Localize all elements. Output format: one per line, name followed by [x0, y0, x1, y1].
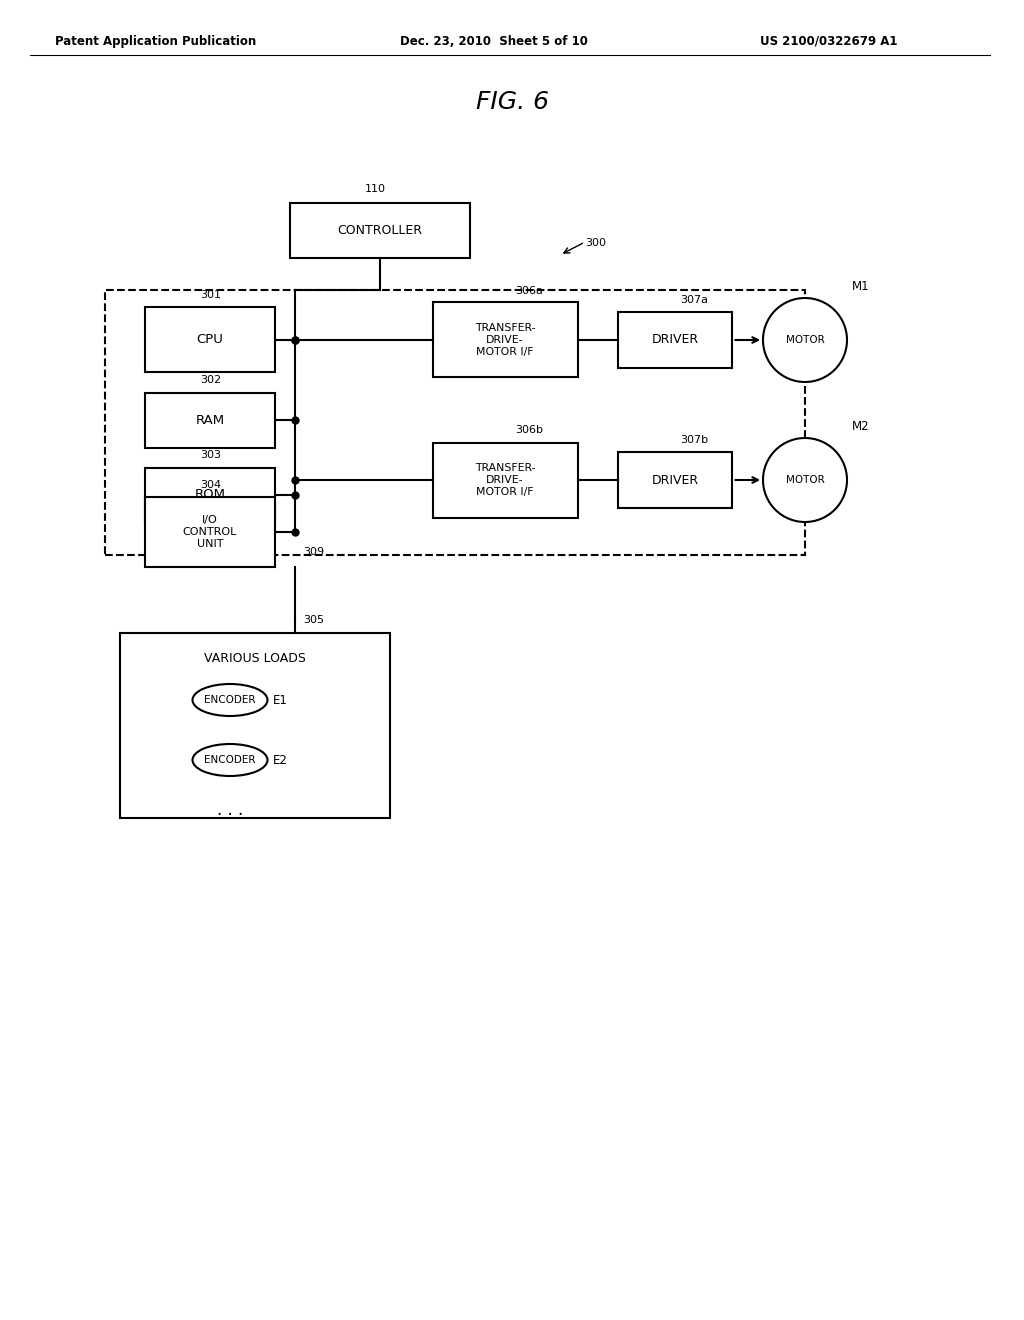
Text: ROM: ROM: [195, 488, 225, 502]
FancyBboxPatch shape: [120, 632, 390, 817]
Text: MOTOR: MOTOR: [785, 335, 824, 345]
Text: CPU: CPU: [197, 334, 223, 346]
Text: RAM: RAM: [196, 413, 224, 426]
Text: DRIVER: DRIVER: [651, 334, 698, 346]
FancyBboxPatch shape: [145, 467, 275, 523]
Text: 301: 301: [200, 290, 221, 301]
Text: Dec. 23, 2010  Sheet 5 of 10: Dec. 23, 2010 Sheet 5 of 10: [400, 36, 588, 48]
FancyBboxPatch shape: [145, 498, 275, 568]
Text: 306b: 306b: [515, 425, 543, 436]
Text: 305: 305: [303, 615, 324, 624]
Text: CONTROLLER: CONTROLLER: [338, 223, 423, 236]
Text: 303: 303: [200, 450, 221, 461]
Text: 304: 304: [200, 480, 221, 490]
Text: DRIVER: DRIVER: [651, 474, 698, 487]
FancyBboxPatch shape: [617, 313, 732, 367]
FancyBboxPatch shape: [145, 392, 275, 447]
FancyBboxPatch shape: [432, 442, 578, 517]
Text: ENCODER: ENCODER: [204, 755, 256, 766]
Text: 110: 110: [365, 185, 385, 194]
Text: 306a: 306a: [515, 285, 543, 296]
Text: 309: 309: [303, 546, 325, 557]
Text: ENCODER: ENCODER: [204, 696, 256, 705]
Text: 302: 302: [200, 375, 221, 385]
FancyBboxPatch shape: [290, 202, 470, 257]
FancyBboxPatch shape: [145, 308, 275, 372]
Text: 300: 300: [585, 238, 606, 248]
Text: VARIOUS LOADS: VARIOUS LOADS: [204, 652, 306, 665]
Circle shape: [763, 298, 847, 381]
Text: E2: E2: [272, 754, 288, 767]
Text: FIG. 6: FIG. 6: [475, 90, 549, 114]
FancyBboxPatch shape: [617, 453, 732, 507]
Text: MOTOR: MOTOR: [785, 475, 824, 484]
Text: Patent Application Publication: Patent Application Publication: [55, 36, 256, 48]
Text: . . .: . . .: [217, 801, 243, 818]
Text: M2: M2: [852, 420, 869, 433]
Ellipse shape: [193, 744, 267, 776]
Text: US 2100/0322679 A1: US 2100/0322679 A1: [760, 36, 897, 48]
Ellipse shape: [193, 684, 267, 715]
Text: TRANSFER-
DRIVE-
MOTOR I/F: TRANSFER- DRIVE- MOTOR I/F: [475, 322, 536, 358]
Text: TRANSFER-
DRIVE-
MOTOR I/F: TRANSFER- DRIVE- MOTOR I/F: [475, 462, 536, 498]
Text: 307b: 307b: [680, 436, 709, 445]
Text: 307a: 307a: [680, 296, 708, 305]
Text: E1: E1: [272, 693, 288, 706]
Circle shape: [763, 438, 847, 521]
FancyBboxPatch shape: [432, 302, 578, 378]
Text: I/O
CONTROL
UNIT: I/O CONTROL UNIT: [183, 515, 238, 549]
Text: M1: M1: [852, 280, 869, 293]
